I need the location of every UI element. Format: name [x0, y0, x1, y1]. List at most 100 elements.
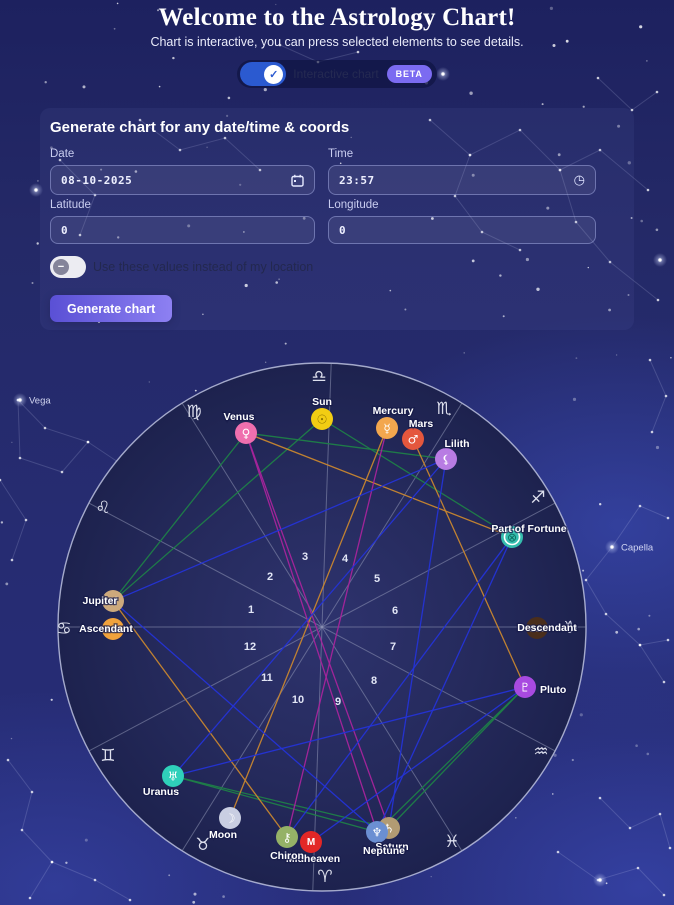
house-number-5: 5 — [374, 573, 380, 585]
aspect-line-part-of-fortune-neptune[interactable] — [376, 536, 513, 833]
zodiac-glyph-pisces[interactable]: ♓ — [444, 832, 459, 852]
date-input[interactable]: 08-10-2025 — [50, 165, 315, 195]
aspect-line-pluto-midheaven[interactable] — [310, 686, 526, 843]
planet-midheaven[interactable]: M — [300, 831, 322, 853]
use-values-toggle[interactable]: − — [50, 256, 86, 278]
planet-glyph-ascendant: Asc — [105, 625, 121, 635]
latitude-value: 0 — [61, 223, 69, 237]
aspect-line-uranus-saturn[interactable] — [172, 775, 390, 829]
planet-label-sun[interactable]: Sun — [311, 395, 333, 410]
planet-lilith[interactable]: ⚸ — [435, 448, 457, 470]
planet-moon[interactable]: ☽ — [219, 807, 241, 829]
planet-glyph-saturn: ♄ — [384, 822, 395, 836]
zodiac-glyph-aries[interactable]: ♈ — [317, 867, 332, 887]
generate-chart-button[interactable]: Generate chart — [50, 295, 173, 322]
planet-label-saturn[interactable]: Saturn — [374, 840, 410, 855]
planet-label-mars[interactable]: Mars — [407, 417, 434, 432]
use-values-row: − Use these values instead of my locatio… — [50, 256, 634, 278]
latitude-input[interactable]: 0 — [50, 216, 315, 244]
planet-label-venus[interactable]: Venus — [222, 410, 256, 425]
clock-icon[interactable]: ◷ — [573, 172, 585, 188]
planet-label-descendant[interactable]: Descendant — [516, 621, 579, 636]
zodiac-glyph-virgo[interactable]: ♍ — [186, 402, 201, 422]
latitude-label: Latitude — [50, 199, 91, 211]
aspect-line-jupiter-lilith[interactable] — [112, 458, 447, 602]
zodiac-glyph-scorpio[interactable]: ♏ — [436, 399, 451, 419]
zodiac-glyph-sagittarius[interactable]: ♐ — [530, 488, 545, 508]
date-value: 08-10-2025 — [61, 173, 133, 187]
aspect-line-mars-pluto[interactable] — [412, 438, 526, 688]
house-number-7: 7 — [390, 641, 396, 653]
time-input[interactable]: 23:57 ◷ — [328, 165, 596, 195]
planet-label-midheaven[interactable]: Midheaven — [285, 852, 342, 867]
house-cusp-line — [181, 402, 323, 628]
aspect-line-sun-part-of-fortune[interactable] — [321, 418, 513, 538]
aspect-line-venus-saturn[interactable] — [245, 432, 390, 829]
aspect-line-venus-neptune[interactable] — [245, 432, 378, 833]
date-field: Date 08-10-2025 — [50, 144, 315, 195]
planet-jupiter[interactable]: ♃ — [102, 590, 124, 612]
aspect-line-uranus-neptune[interactable] — [172, 775, 378, 833]
planet-ascendant[interactable]: Asc — [102, 618, 124, 640]
planet-label-part-of-fortune[interactable]: Part of Fortune — [490, 522, 568, 537]
planet-label-neptune[interactable]: Neptune — [362, 844, 407, 859]
zodiac-glyph-leo[interactable]: ♌ — [95, 498, 110, 518]
planet-label-chiron[interactable]: Chiron — [269, 849, 305, 864]
house-cusp-line — [321, 502, 556, 628]
zodiac-glyph-cancer[interactable]: ♋ — [56, 619, 71, 639]
aspect-line-mercury-chiron[interactable] — [286, 427, 388, 838]
interactive-chart-label: Interactive chart — [293, 67, 379, 81]
planet-label-ascendant[interactable]: Ascendant — [78, 622, 135, 637]
zodiac-glyph-capricorn[interactable]: ♑ — [563, 618, 578, 638]
aspect-line-pluto-neptune[interactable] — [376, 686, 526, 833]
house-number-10: 10 — [292, 694, 304, 706]
house-cusp-line — [88, 502, 323, 628]
page-subtitle: Chart is interactive, you can press sele… — [150, 35, 524, 49]
planet-mercury[interactable]: ☿ — [376, 417, 398, 439]
zodiac-glyph-gemini[interactable]: ♊ — [100, 746, 115, 766]
planet-label-moon[interactable]: Moon — [208, 828, 239, 843]
planet-chiron[interactable]: ⚷ — [276, 826, 298, 848]
zodiac-glyph-taurus[interactable]: ♉ — [195, 835, 210, 855]
use-values-knob: − — [53, 259, 69, 275]
time-field: Time 23:57 ◷ — [328, 144, 596, 195]
calendar-icon[interactable] — [291, 174, 304, 187]
aspect-line-lilith-uranus[interactable] — [172, 458, 447, 777]
aspect-line-jupiter-chiron[interactable] — [112, 600, 288, 838]
aspect-line-venus-lilith[interactable] — [245, 432, 447, 460]
planet-glyph-chiron: ⚷ — [283, 831, 292, 845]
planet-descendant[interactable]: Dsc — [526, 617, 548, 639]
longitude-input[interactable]: 0 — [328, 216, 596, 244]
interactive-chart-toggle[interactable]: ✓ Interactive chart BETA — [237, 60, 437, 88]
aspect-line-part-of-fortune-chiron[interactable] — [286, 536, 513, 838]
planet-part-of-fortune[interactable]: ⊗ — [501, 526, 523, 548]
longitude-field: Longitude 0 — [328, 195, 596, 244]
planet-mars[interactable]: ♂ — [402, 428, 424, 450]
zodiac-glyph-aquarius[interactable]: ♒ — [533, 742, 548, 762]
planet-label-uranus[interactable]: Uranus — [142, 785, 181, 800]
planet-label-lilith[interactable]: Lilith — [443, 437, 471, 452]
planet-label-jupiter[interactable]: Jupiter — [81, 594, 119, 609]
aspect-line-venus-jupiter[interactable] — [112, 432, 247, 602]
planet-uranus[interactable]: ♅ — [162, 765, 184, 787]
planet-neptune[interactable]: ♆ — [366, 821, 388, 843]
planet-label-pluto[interactable]: Pluto — [539, 683, 568, 698]
house-number-6: 6 — [392, 605, 398, 617]
interactive-chart-switch[interactable]: ✓ — [240, 62, 287, 86]
aspect-line-pluto-saturn[interactable] — [388, 686, 526, 829]
zodiac-glyph-libra[interactable]: ♎ — [311, 367, 326, 387]
house-number-12: 12 — [244, 641, 256, 653]
planet-pluto[interactable]: ♇ — [514, 676, 536, 698]
house-number-2: 2 — [267, 571, 273, 583]
star-label-capella: Capella — [621, 543, 654, 554]
aspect-line-venus-part-of-fortune[interactable] — [245, 432, 513, 538]
planet-sun[interactable]: ☉ — [311, 408, 333, 430]
aspect-line-lilith-saturn[interactable] — [388, 458, 447, 829]
aspect-line-jupiter-neptune[interactable] — [112, 600, 378, 833]
aspect-line-uranus-pluto[interactable] — [172, 686, 526, 777]
planet-label-mercury[interactable]: Mercury — [371, 404, 415, 419]
planet-venus[interactable]: ♀ — [235, 422, 257, 444]
